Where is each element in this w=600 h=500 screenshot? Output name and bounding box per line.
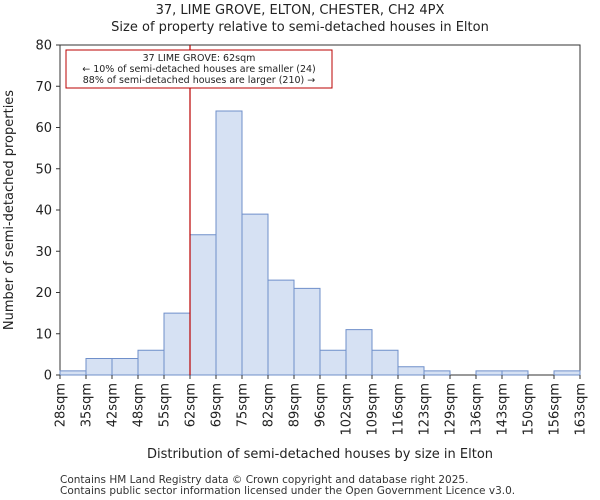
histogram-bar	[189, 234, 217, 376]
histogram-bar	[241, 213, 269, 376]
x-tick-label: 82sqm	[262, 383, 277, 427]
x-tick-label: 28sqm	[54, 383, 69, 427]
histogram-bar	[397, 366, 425, 376]
histogram-bar	[475, 370, 503, 376]
x-tick-label: 143sqm	[496, 383, 511, 436]
histogram-bar	[319, 349, 347, 376]
histogram-bar	[59, 370, 87, 376]
x-tick-label: 48sqm	[132, 383, 147, 427]
histogram-bar	[85, 358, 113, 376]
x-tick-label: 136sqm	[470, 383, 485, 436]
x-tick-label: 129sqm	[444, 383, 459, 436]
chart-subtitle: Size of property relative to semi-detach…	[111, 20, 489, 35]
annotation-box	[65, 49, 333, 89]
histogram-bar	[423, 370, 451, 376]
histogram-bar	[501, 370, 529, 376]
y-axis-label: Number of semi-detached properties	[2, 90, 17, 330]
x-tick-label: 96sqm	[314, 383, 329, 427]
histogram-bar	[345, 329, 373, 376]
histogram-bar	[215, 110, 243, 376]
x-tick-label: 75sqm	[236, 383, 251, 427]
y-tick-label: 10	[35, 327, 52, 342]
histogram-bar	[293, 287, 321, 376]
x-tick-label: 109sqm	[366, 383, 381, 436]
histogram-bar	[137, 349, 165, 376]
histogram-bar	[163, 312, 191, 376]
x-tick-label: 69sqm	[210, 383, 225, 427]
x-tick-label: 89sqm	[288, 383, 303, 427]
y-tick-label: 50	[35, 162, 52, 177]
histogram-bar	[371, 349, 399, 376]
chart-title: 37, LIME GROVE, ELTON, CHESTER, CH2 4PX	[155, 3, 445, 18]
footer-copyright: Contains HM Land Registry data © Crown c…	[60, 474, 469, 486]
x-tick-label: 42sqm	[106, 383, 121, 427]
x-tick-label: 35sqm	[80, 383, 95, 427]
x-tick-label: 102sqm	[340, 383, 355, 436]
x-tick-label: 150sqm	[522, 383, 537, 436]
annotation-title: 37 LIME GROVE: 62sqm	[143, 53, 256, 64]
y-tick-label: 30	[35, 245, 52, 260]
y-tick-label: 60	[35, 121, 52, 136]
x-tick-label: 123sqm	[418, 383, 433, 436]
x-tick-label: 156sqm	[548, 383, 563, 436]
y-tick-label: 40	[35, 204, 52, 219]
annotation-larger: 88% of semi-detached houses are larger (…	[83, 75, 316, 86]
y-tick-label: 70	[35, 80, 52, 95]
footer-licence: Contains public sector information licen…	[60, 485, 516, 497]
x-tick-label: 163sqm	[574, 383, 589, 436]
annotation-smaller: ← 10% of semi-detached houses are smalle…	[82, 64, 316, 75]
histogram-bar	[267, 279, 295, 376]
histogram-bar	[111, 358, 139, 376]
histogram-bar	[553, 370, 581, 376]
x-axis-label: Distribution of semi-detached houses by …	[147, 447, 493, 462]
y-tick-label: 20	[35, 286, 52, 301]
y-tick-label: 0	[44, 369, 52, 384]
x-tick-label: 62sqm	[184, 383, 199, 427]
y-tick-label: 80	[35, 39, 52, 54]
x-tick-label: 116sqm	[392, 383, 407, 436]
x-tick-label: 55sqm	[158, 383, 173, 427]
